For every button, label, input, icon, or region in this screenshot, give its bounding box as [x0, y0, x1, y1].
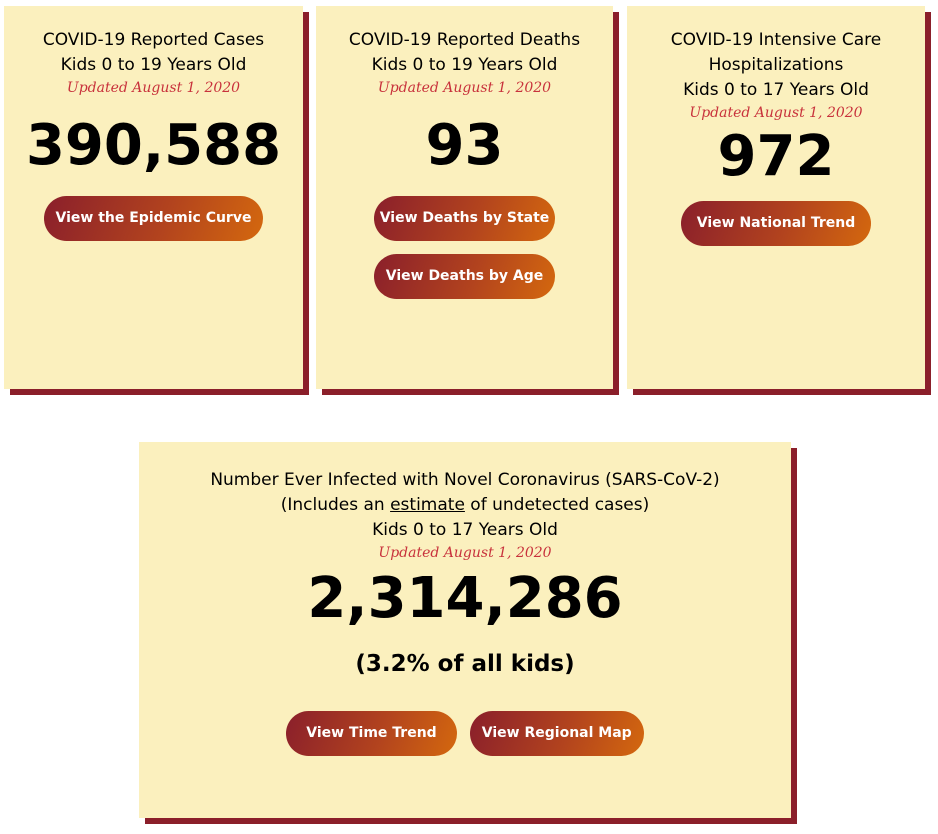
icu-card: COVID-19 Intensive Care Hospitalizations… — [627, 6, 925, 389]
percent-of-kids: (3.2% of all kids) — [355, 651, 575, 677]
view-epidemic-curve-button[interactable]: View the Epidemic Curve — [43, 196, 264, 241]
view-national-trend-button[interactable]: View National Trend — [680, 201, 872, 246]
deaths-card: COVID-19 Reported Deaths Kids 0 to 19 Ye… — [316, 6, 613, 389]
icu-count: 972 — [717, 124, 835, 189]
view-deaths-by-state-button[interactable]: View Deaths by State — [373, 196, 556, 241]
cases-count: 390,588 — [25, 113, 282, 178]
card-subtitle: Kids 0 to 17 Years Old — [683, 80, 869, 100]
includes-post: of undetected cases) — [464, 495, 650, 515]
deaths-count: 93 — [425, 113, 504, 178]
updated-date: Updated August 1, 2020 — [66, 80, 241, 96]
card-subtitle: Kids 0 to 19 Years Old — [60, 55, 247, 75]
view-regional-map-button[interactable]: View Regional Map — [469, 711, 644, 756]
infected-title: Number Ever Infected with Novel Coronavi… — [210, 470, 720, 490]
card-title: COVID-19 Reported Cases — [42, 30, 265, 50]
age-range: Kids 0 to 17 Years Old — [372, 520, 558, 540]
includes-pre: (Includes an — [280, 495, 391, 515]
infected-count: 2,314,286 — [307, 566, 623, 631]
view-deaths-by-age-button[interactable]: View Deaths by Age — [373, 254, 556, 299]
updated-date: Updated August 1, 2020 — [689, 105, 863, 121]
card-title: COVID-19 Intensive Care — [670, 30, 882, 50]
includes-note: (Includes an estimate of undetected case… — [139, 493, 791, 518]
updated-date: Updated August 1, 2020 — [378, 545, 552, 561]
card-subtitle: Kids 0 to 19 Years Old — [371, 55, 558, 75]
view-time-trend-button[interactable]: View Time Trend — [286, 711, 457, 756]
card-title-line2: Hospitalizations — [708, 55, 844, 75]
infected-card: Number Ever Infected with Novel Coronavi… — [139, 442, 791, 818]
updated-date: Updated August 1, 2020 — [377, 80, 552, 96]
card-title: COVID-19 Reported Deaths — [348, 30, 581, 50]
cases-card: COVID-19 Reported Cases Kids 0 to 19 Yea… — [4, 6, 303, 389]
estimate-link[interactable]: estimate — [390, 495, 465, 515]
